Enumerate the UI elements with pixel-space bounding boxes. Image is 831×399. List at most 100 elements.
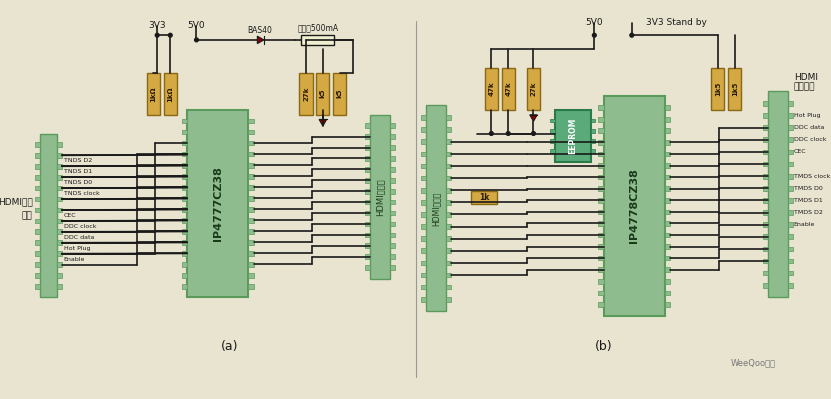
- Bar: [391, 156, 395, 161]
- Bar: [317, 73, 329, 115]
- Bar: [788, 283, 793, 288]
- Bar: [763, 150, 768, 154]
- Bar: [763, 271, 768, 275]
- Bar: [421, 164, 425, 168]
- Bar: [181, 262, 187, 267]
- Bar: [365, 233, 370, 237]
- Bar: [446, 297, 451, 302]
- Bar: [57, 240, 61, 245]
- Bar: [728, 68, 741, 110]
- Bar: [365, 255, 370, 259]
- Bar: [181, 130, 187, 134]
- Text: IP4777CZ38: IP4777CZ38: [213, 166, 223, 241]
- Bar: [484, 68, 498, 110]
- Bar: [365, 189, 370, 194]
- Bar: [248, 229, 253, 233]
- Bar: [36, 273, 40, 278]
- Bar: [57, 284, 61, 289]
- Text: 47k: 47k: [505, 82, 511, 96]
- Bar: [421, 176, 425, 180]
- Bar: [550, 119, 555, 122]
- Bar: [788, 247, 793, 251]
- Bar: [181, 152, 187, 156]
- Text: k5: k5: [320, 89, 326, 99]
- Text: 1k: 1k: [479, 193, 489, 201]
- Bar: [36, 284, 40, 289]
- Bar: [181, 240, 187, 245]
- Bar: [665, 198, 670, 203]
- Bar: [248, 196, 253, 201]
- Text: TNDS D0: TNDS D0: [63, 180, 91, 185]
- Text: (a): (a): [220, 340, 238, 354]
- Text: 5V0: 5V0: [188, 21, 205, 30]
- Bar: [391, 243, 395, 248]
- Bar: [181, 141, 187, 146]
- Bar: [665, 302, 670, 307]
- Text: 27k: 27k: [530, 82, 537, 96]
- Circle shape: [155, 34, 159, 37]
- Bar: [57, 262, 61, 267]
- Bar: [248, 141, 253, 146]
- Bar: [446, 285, 451, 290]
- Text: TNDS clock: TNDS clock: [63, 191, 100, 196]
- Bar: [365, 123, 370, 128]
- Text: HDMI接继器: HDMI接继器: [431, 191, 440, 225]
- Bar: [391, 200, 395, 205]
- Bar: [391, 134, 395, 139]
- Bar: [36, 262, 40, 267]
- Bar: [665, 290, 670, 295]
- Text: TMDS D1: TMDS D1: [794, 198, 823, 203]
- Bar: [446, 115, 451, 120]
- Bar: [391, 265, 395, 270]
- Text: HDMI: HDMI: [794, 73, 818, 82]
- Bar: [370, 115, 391, 279]
- Bar: [181, 196, 187, 201]
- Bar: [665, 105, 670, 110]
- Bar: [665, 186, 670, 191]
- Bar: [421, 297, 425, 302]
- Bar: [36, 219, 40, 223]
- Bar: [788, 222, 793, 227]
- Bar: [763, 198, 768, 203]
- Bar: [763, 259, 768, 263]
- Bar: [788, 271, 793, 275]
- Bar: [57, 219, 61, 223]
- Bar: [248, 163, 253, 168]
- Text: 1k5: 1k5: [732, 82, 738, 96]
- Bar: [365, 178, 370, 183]
- Bar: [550, 139, 555, 143]
- Bar: [248, 218, 253, 223]
- Bar: [36, 240, 40, 245]
- Text: IP4778CZ38: IP4778CZ38: [629, 169, 639, 243]
- Bar: [665, 163, 670, 168]
- Bar: [788, 186, 793, 191]
- Bar: [763, 234, 768, 239]
- Text: TMDS D2: TMDS D2: [794, 210, 823, 215]
- Bar: [788, 174, 793, 178]
- Bar: [248, 284, 253, 288]
- Text: HDMI接继器: HDMI接继器: [376, 178, 385, 215]
- Bar: [365, 156, 370, 161]
- Bar: [788, 125, 793, 130]
- Bar: [391, 189, 395, 194]
- Bar: [598, 105, 603, 110]
- Bar: [36, 186, 40, 190]
- Text: Hot Plug: Hot Plug: [63, 246, 90, 251]
- Bar: [446, 164, 451, 168]
- Bar: [181, 284, 187, 288]
- Bar: [421, 285, 425, 290]
- Text: Hot Plug: Hot Plug: [794, 113, 820, 118]
- Bar: [711, 68, 725, 110]
- Bar: [598, 140, 603, 145]
- Bar: [36, 207, 40, 212]
- Bar: [788, 150, 793, 154]
- Bar: [365, 200, 370, 205]
- Text: WeeQoo库库: WeeQoo库库: [731, 359, 776, 367]
- Bar: [57, 142, 61, 147]
- Bar: [248, 174, 253, 178]
- Bar: [248, 240, 253, 245]
- Bar: [391, 211, 395, 215]
- Bar: [57, 197, 61, 201]
- Bar: [598, 221, 603, 226]
- Bar: [421, 115, 425, 120]
